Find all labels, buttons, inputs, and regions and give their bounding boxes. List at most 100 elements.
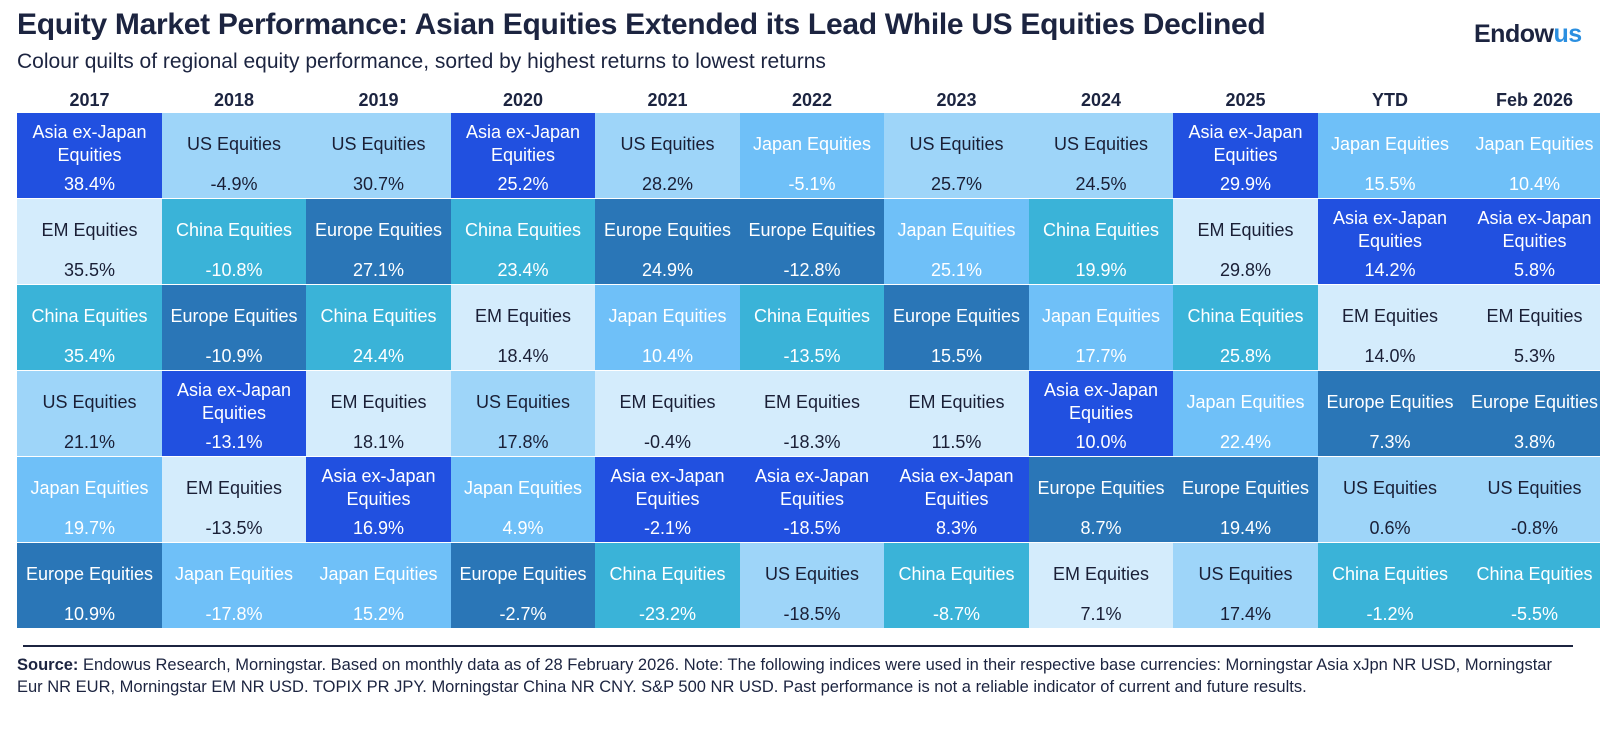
cell-label: EM Equities bbox=[1197, 219, 1294, 240]
quilt-cell: Asia ex-Japan Equities 5.8% bbox=[1462, 199, 1600, 285]
cell-label: China Equities bbox=[609, 563, 726, 584]
quilt-cell: Japan Equities 19.7% bbox=[17, 457, 163, 543]
cell-label: Europe Equities bbox=[748, 219, 876, 240]
cell-label: China Equities bbox=[464, 219, 582, 240]
quilt-cell: US Equities 25.7% bbox=[884, 113, 1030, 199]
quilt-cell: Europe Equities 19.4% bbox=[1173, 457, 1319, 543]
cell-label: EM Equities bbox=[1486, 305, 1583, 326]
quilt-cell: China Equities -13.5% bbox=[739, 285, 886, 371]
quilt-cell: EM Equities 7.1% bbox=[1028, 543, 1175, 629]
quilt-cell: Asia ex-Japan Equities 38.4% bbox=[17, 113, 163, 199]
quilt-cell: Asia ex-Japan Equities 29.9% bbox=[1173, 113, 1319, 199]
cell-label: Asia ex-Japan Equities bbox=[754, 466, 870, 509]
cell-value: 19.4% bbox=[1219, 518, 1272, 538]
quilt-cell: US Equities -18.5% bbox=[739, 543, 886, 629]
cell-value: 35.4% bbox=[63, 346, 116, 366]
cell-value: 15.5% bbox=[930, 346, 983, 366]
quilt-cell: Asia ex-Japan Equities 16.9% bbox=[306, 457, 452, 543]
cell-value: -5.5% bbox=[1510, 604, 1559, 624]
cell-label: Japan Equities bbox=[319, 563, 438, 584]
quilt-cell: Asia ex-Japan Equities -18.5% bbox=[739, 457, 886, 543]
cell-value: 25.8% bbox=[1219, 346, 1272, 366]
quilt-cell: EM Equities 35.5% bbox=[17, 199, 163, 285]
cell-value: 24.5% bbox=[1075, 174, 1127, 194]
cell-value: 8.7% bbox=[1080, 518, 1122, 538]
cell-label: Asia ex-Japan Equities bbox=[465, 122, 581, 165]
cell-label: US Equities bbox=[331, 133, 426, 154]
quilt-cell: Europe Equities -2.7% bbox=[450, 543, 597, 629]
cell-label: China Equities bbox=[1187, 305, 1304, 326]
cell-label: Europe Equities bbox=[1326, 391, 1454, 412]
cell-value: 25.1% bbox=[930, 260, 983, 280]
cell-value: 24.4% bbox=[352, 346, 405, 366]
cell-value: 18.4% bbox=[497, 346, 549, 366]
cell-label: US Equities bbox=[1053, 133, 1149, 154]
quilt-cell: China Equities -5.5% bbox=[1462, 543, 1600, 629]
cell-label: Asia ex-Japan Equities bbox=[1043, 380, 1159, 423]
cell-value: -5.1% bbox=[788, 174, 836, 194]
cell-label: Asia ex-Japan Equities bbox=[32, 122, 147, 165]
cell-value: -0.8% bbox=[1510, 518, 1559, 538]
cell-label: China Equities bbox=[898, 563, 1015, 584]
cell-value: 29.9% bbox=[1219, 174, 1272, 194]
cell-value: -18.3% bbox=[783, 432, 841, 452]
column-header: YTD bbox=[1372, 90, 1408, 110]
cell-label: Japan Equities bbox=[1041, 305, 1161, 326]
column-header: Feb 2026 bbox=[1495, 90, 1574, 110]
column-header: 2020 bbox=[502, 90, 544, 110]
logo-text-main: Endow bbox=[1474, 20, 1554, 48]
quilt-cell: Europe Equities 7.3% bbox=[1317, 371, 1464, 457]
quilt-cell: China Equities 24.4% bbox=[306, 285, 452, 371]
quilt-cell: US Equities -0.8% bbox=[1462, 457, 1600, 543]
quilt-cell: Japan Equities 10.4% bbox=[595, 285, 741, 371]
quilt-cell: EM Equities 14.0% bbox=[1317, 285, 1464, 371]
cell-label: Asia ex-Japan Equities bbox=[899, 466, 1014, 509]
cell-value: -8.7% bbox=[932, 604, 981, 624]
cell-label: EM Equities bbox=[908, 391, 1005, 412]
quilt-cell: EM Equities 18.1% bbox=[306, 371, 452, 457]
quilt-cell: EM Equities -13.5% bbox=[161, 457, 308, 543]
cell-value: 17.4% bbox=[1219, 604, 1272, 624]
quilt-cell: Japan Equities 4.9% bbox=[450, 457, 597, 543]
cell-label: US Equities bbox=[764, 563, 860, 584]
quilt-cell: US Equities 21.1% bbox=[17, 371, 163, 457]
cell-label: US Equities bbox=[1342, 477, 1438, 498]
cell-value: 21.1% bbox=[63, 432, 116, 452]
column-header: 2025 bbox=[1225, 90, 1266, 110]
quilt-cell: Asia ex-Japan Equities 14.2% bbox=[1317, 199, 1464, 285]
cell-value: 19.9% bbox=[1075, 260, 1127, 280]
cell-label: US Equities bbox=[909, 133, 1004, 154]
cell-label: EM Equities bbox=[41, 219, 138, 240]
quilt-cell: US Equities -4.9% bbox=[161, 113, 308, 199]
cell-label: Asia ex-Japan Equities bbox=[610, 466, 725, 509]
cell-value: -1.2% bbox=[1366, 604, 1414, 624]
column-headers: 2017 2018 2019 2020 2021 2022 2023 2024 2025 YTD F… bbox=[17, 87, 1580, 113]
quilt-cell: Japan Equities 17.7% bbox=[1028, 285, 1175, 371]
quilt-cell: Japan Equities -17.8% bbox=[161, 543, 308, 629]
quilt-cell: Japan Equities 10.4% bbox=[1462, 113, 1600, 199]
column-header: 2017 bbox=[69, 90, 110, 110]
quilt-cell: Europe Equities 24.9% bbox=[595, 199, 741, 285]
cell-label: China Equities bbox=[1042, 219, 1160, 240]
cell-label: Japan Equities bbox=[174, 563, 294, 584]
cell-value: 29.8% bbox=[1219, 260, 1272, 280]
quilt-cell: Europe Equities 8.7% bbox=[1028, 457, 1175, 543]
cell-label: Japan Equities bbox=[1475, 133, 1594, 154]
endowus-logo: Endowus bbox=[1474, 20, 1582, 49]
cell-value: 35.5% bbox=[63, 260, 116, 280]
chart-subtitle: Colour quilts of regional equity perform… bbox=[17, 50, 826, 73]
column-header: 2024 bbox=[1080, 90, 1122, 110]
cell-value: -23.2% bbox=[638, 604, 697, 624]
cell-value: -13.5% bbox=[205, 518, 263, 538]
quilt-cell: China Equities -8.7% bbox=[884, 543, 1030, 629]
cell-value: 18.1% bbox=[352, 432, 405, 452]
cell-value: 7.3% bbox=[1369, 432, 1411, 452]
cell-value: -12.8% bbox=[783, 260, 841, 280]
cell-value: 11.5% bbox=[931, 432, 982, 452]
quilt-cell: EM Equities -0.4% bbox=[595, 371, 741, 457]
cell-value: 5.3% bbox=[1513, 346, 1556, 366]
column-header: 2021 bbox=[647, 90, 688, 110]
cell-label: EM Equities bbox=[474, 305, 572, 326]
cell-label: US Equities bbox=[1487, 477, 1582, 498]
cell-label: Europe Equities bbox=[1181, 477, 1310, 498]
